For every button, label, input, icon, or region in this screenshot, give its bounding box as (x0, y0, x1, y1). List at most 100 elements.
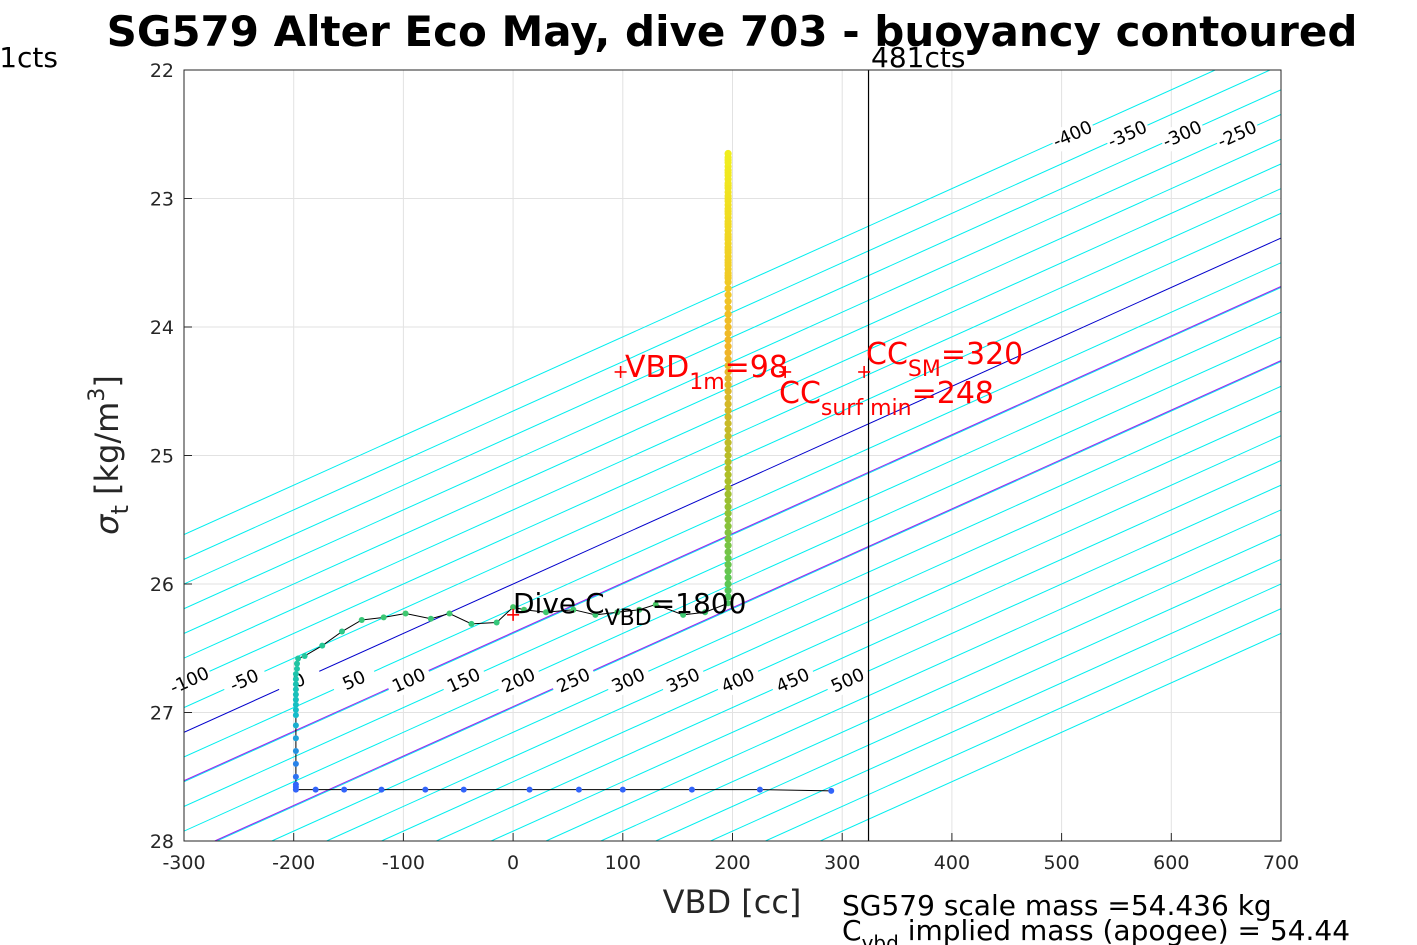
contour-label-bg (1102, 115, 1152, 154)
profile-point (724, 274, 732, 282)
profile-point (724, 548, 732, 556)
contour-line (184, 336, 1281, 832)
profile-point (301, 652, 308, 659)
profile-point (724, 236, 732, 244)
profile-point (756, 786, 763, 793)
profile-point (724, 153, 732, 161)
profile-point (292, 670, 299, 677)
contour-label-bg (548, 661, 599, 700)
contour-label: -400 (1050, 117, 1096, 153)
profile-point (724, 381, 732, 389)
x-tick-label: -200 (272, 852, 315, 874)
profile-point (614, 609, 621, 616)
profile-point (526, 786, 533, 793)
x-tick-label: 0 (507, 852, 519, 874)
profile-point (724, 297, 732, 305)
implied-mass-text: Cvbd implied mass (apogee) = 54.44 (842, 914, 1350, 945)
contour-line (490, 484, 1281, 841)
profile-point (292, 696, 299, 703)
contour-line (381, 435, 1281, 841)
vline-label-1cts: 1cts (0, 41, 58, 74)
profile-point (724, 210, 732, 218)
profile-point (724, 192, 732, 200)
vbd1m-annotation: VBD1m=98 (625, 350, 788, 395)
contour-line (184, 89, 1281, 585)
contour-label-bg (274, 661, 324, 700)
contour-label-bg (768, 661, 818, 700)
x-tick-label: 600 (1153, 852, 1189, 874)
profile-point (724, 256, 732, 264)
profile-point (724, 439, 732, 447)
profile-point (724, 432, 732, 440)
contour-label-bg (329, 661, 379, 700)
profile-point (724, 490, 732, 498)
profile-point (724, 329, 732, 338)
profile-point (724, 484, 732, 492)
contour-label-bg (1212, 115, 1262, 154)
contour-line (436, 459, 1281, 841)
grid (183, 69, 1282, 842)
profile-point (724, 496, 732, 505)
scale-mass-text: SG579 scale mass =54.436 kg (842, 889, 1272, 922)
profile-point (724, 573, 732, 582)
profile-point (680, 611, 687, 618)
profile-point (652, 601, 659, 608)
contour-line (184, 70, 1271, 560)
profile-point (724, 184, 732, 192)
profile-point (292, 681, 299, 688)
profile-point (292, 735, 299, 742)
contour-line (184, 286, 1281, 783)
profile-point (724, 166, 732, 174)
contour-label-bg (1047, 115, 1098, 154)
profile-point (724, 336, 732, 344)
contour-line (184, 311, 1281, 807)
profile-point (724, 261, 732, 269)
chart-title: SG579 Alter Eco May, dive 703 - buoyancy… (107, 7, 1358, 56)
profile-point (724, 342, 732, 350)
profile-point (724, 509, 732, 517)
cc-contour-line (184, 285, 1281, 782)
profile-point (724, 529, 732, 537)
profile-point (292, 786, 299, 793)
cc-sm-annotation: CCSM=320 (866, 337, 1023, 382)
contour-lines (184, 70, 1281, 841)
profile-point (724, 477, 732, 485)
profile-point (724, 230, 732, 239)
profile-point (724, 284, 732, 293)
markers (507, 365, 871, 621)
cc-surf-min-annotation: CCsurf min=248 (779, 376, 994, 421)
profile-point (724, 368, 732, 376)
x-tick-label: -300 (162, 852, 205, 874)
contour-line (271, 385, 1281, 841)
profile-point (724, 310, 732, 318)
contour-line (216, 361, 1281, 841)
y-axis-label: σt [kg/m3] (85, 375, 134, 535)
contour-label: -250 (1214, 117, 1260, 153)
cc-contour-line (214, 360, 1281, 841)
profile-point (724, 541, 732, 550)
profile-point (724, 355, 732, 363)
profile-point (724, 445, 732, 453)
profile-point (724, 387, 732, 395)
profile-point (724, 179, 732, 187)
vline-label-481cts: 481cts (871, 41, 965, 74)
contour-line (545, 509, 1281, 841)
profile-point (724, 458, 732, 466)
x-tick-label: 100 (605, 852, 641, 874)
contour-label-bg (384, 661, 434, 700)
profile-point (724, 349, 732, 357)
contour-line (326, 410, 1281, 841)
profile-point (422, 786, 429, 793)
profile-point (493, 619, 500, 626)
x-tick-label: -100 (382, 852, 425, 874)
profile-point (295, 655, 302, 662)
profile-point (724, 316, 732, 325)
profile-point (724, 464, 732, 472)
contour-label-bg (439, 661, 489, 700)
profile-point (724, 535, 732, 543)
x-tick-label: 500 (1043, 852, 1079, 874)
contour-line (184, 262, 1281, 758)
contour-line (655, 558, 1281, 841)
profile-point (292, 676, 299, 683)
profile-point (338, 628, 345, 635)
